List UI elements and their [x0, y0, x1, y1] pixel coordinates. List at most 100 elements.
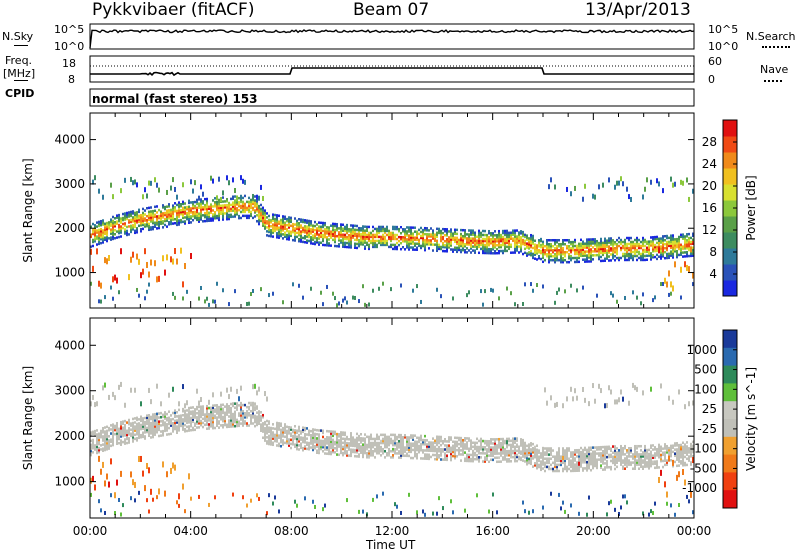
velocity-echo-cell: [178, 414, 180, 418]
velocity-echo-cell: [472, 453, 474, 457]
power-echo-cell: [352, 234, 354, 237]
velocity-echo-cell: [452, 510, 454, 515]
velocity-echo-cell: [404, 436, 406, 439]
power-echo-cell: [346, 245, 348, 249]
velocity-echo-cell: [196, 405, 198, 409]
velocity-echo-cell: [540, 456, 542, 459]
power-echo-cell: [252, 216, 254, 220]
power-echo-cell: [262, 210, 264, 214]
power-echo-cell: [376, 233, 378, 237]
power-echo-cell: [482, 245, 484, 249]
velocity-echo-cell: [516, 459, 518, 463]
velocity-echo-cell: [240, 412, 242, 415]
velocity-echo-cell: [170, 424, 172, 427]
power-echo-cell: [482, 243, 484, 247]
velocity-echo-cell: [304, 445, 306, 448]
velocity-echo-cell: [504, 456, 506, 459]
power-echo-cell: [158, 187, 160, 193]
power-echo-cell: [192, 202, 194, 206]
velocity-echo-cell: [148, 418, 150, 421]
power-echo-cell: [148, 282, 150, 287]
velocity-echo-cell: [360, 451, 362, 454]
power-echo-cell: [372, 233, 374, 237]
power-echo-cell: [538, 249, 540, 252]
velocity-echo-cell: [292, 443, 294, 446]
velocity-echo-cell: [118, 431, 120, 435]
power-echo-cell: [482, 229, 484, 233]
power-echo-cell: [224, 204, 226, 207]
y-tick-label: 1000: [54, 266, 85, 280]
velocity-echo-cell: [344, 433, 346, 437]
velocity-echo-cell: [184, 409, 186, 413]
power-echo-cell: [500, 237, 502, 241]
power-echo-cell: [406, 246, 408, 249]
power-echo-cell: [636, 250, 638, 254]
power-echo-cell: [644, 244, 646, 248]
power-echo-cell: [428, 241, 430, 244]
power-echo-cell: [380, 241, 382, 245]
power-echo-cell: [200, 184, 202, 190]
velocity-echo-cell: [500, 448, 502, 451]
power-echo-cell: [312, 230, 314, 233]
power-echo-cell: [192, 212, 194, 216]
velocity-echo-cell: [90, 449, 92, 453]
power-echo-cell: [420, 246, 422, 250]
velocity-echo-cell: [466, 445, 468, 448]
velocity-echo-cell: [408, 450, 410, 454]
power-echo-cell: [236, 211, 238, 214]
velocity-echo-cell: [532, 509, 534, 514]
nsky-line: [89, 29, 695, 49]
power-echo-cell: [670, 244, 672, 247]
power-echo-cell: [112, 276, 114, 283]
velocity-echo-cell: [94, 402, 96, 408]
velocity-echo-cell: [98, 436, 100, 440]
power-echo-cell: [574, 244, 576, 248]
velocity-echo-cell: [384, 437, 386, 441]
velocity-echo-cell: [550, 467, 552, 471]
power-echo-cell: [550, 258, 552, 262]
power-echo-cell: [188, 207, 190, 211]
power-echo-cell: [690, 236, 692, 240]
power-echo-cell: [332, 234, 334, 238]
power-echo-cell: [238, 202, 240, 206]
power-echo-cell: [94, 228, 96, 231]
velocity-echo-cell: [308, 441, 310, 445]
velocity-echo-cell: [432, 453, 434, 457]
velocity-echo-cell: [522, 451, 524, 454]
power-echo-cell: [488, 235, 490, 239]
power-echo-cell: [610, 247, 612, 250]
velocity-echo-cell: [96, 443, 98, 447]
power-echo-cell: [170, 208, 172, 212]
power-echo-cell: [680, 243, 682, 247]
power-echo-cell: [122, 218, 124, 222]
velocity-echo-cell: [280, 438, 282, 442]
power-echo-cell: [548, 256, 550, 260]
velocity-echo-cell: [168, 418, 170, 422]
velocity-echo-cell: [178, 424, 180, 428]
velocity-echo-cell: [528, 457, 530, 461]
velocity-echo-cell: [122, 430, 124, 434]
power-echo-cell: [688, 238, 690, 242]
power-echo-cell: [438, 229, 440, 233]
power-echo-cell: [142, 223, 144, 227]
power-echo-cell: [570, 248, 572, 252]
power-echo-cell: [346, 227, 348, 231]
power-echo-cell: [280, 228, 282, 232]
power-echo-cell: [130, 176, 132, 182]
velocity-echo-cell: [156, 424, 158, 428]
power-echo-cell: [624, 244, 626, 248]
velocity-echo-cell: [552, 469, 554, 473]
velocity-echo-cell: [408, 442, 410, 445]
power-echo-cell: [656, 253, 658, 257]
power-echo-cell: [256, 194, 258, 200]
power-echo-cell: [476, 247, 478, 250]
power-echo-cell: [148, 222, 150, 226]
velocity-echo-cell: [270, 443, 272, 446]
power-echo-cell: [222, 204, 224, 207]
power-echo-cell: [684, 245, 686, 248]
power-echo-cell: [462, 228, 464, 232]
power-echo-cell: [482, 251, 484, 255]
velocity-echo-cell: [488, 454, 490, 457]
velocity-echo-cell: [230, 417, 232, 420]
power-echo-cell: [614, 258, 616, 262]
